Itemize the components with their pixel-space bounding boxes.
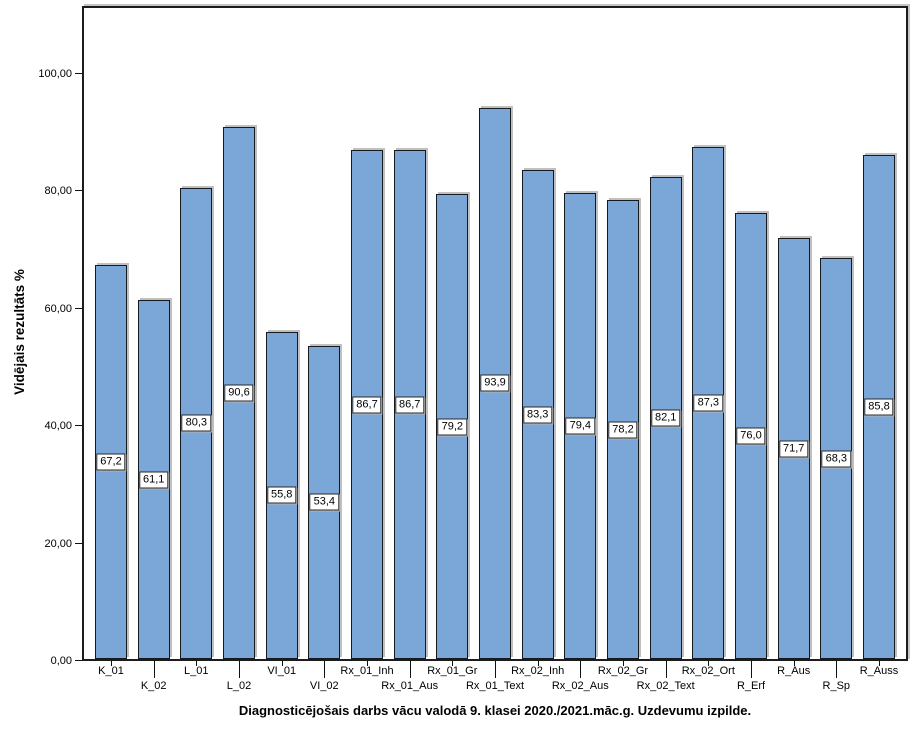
bar-value-label: 78,2	[608, 421, 638, 438]
x-category-label: L_02	[226, 680, 252, 692]
x-category-label: Rx_01_Gr	[427, 665, 478, 677]
y-axis-title: Vidējais rezultāts %	[12, 269, 27, 395]
x-category-label: R_Sp	[822, 680, 851, 692]
x-category-label: Rx_02_Text	[636, 680, 695, 692]
y-tick-label: 100,00	[38, 68, 72, 80]
x-category-label: Rx_01_Text	[465, 680, 525, 692]
x-category-label: Rx_01_Aus	[381, 680, 439, 692]
bar-value-label: 79,2	[437, 418, 468, 435]
bar-value-label: 67,2	[96, 453, 126, 471]
x-tick-mark	[879, 661, 880, 666]
bar-value-label: 80,3	[181, 414, 212, 432]
x-tick-mark	[196, 661, 198, 666]
x-tick-mark	[324, 661, 326, 678]
x-tick-mark	[793, 661, 795, 666]
x-tick-mark	[836, 661, 838, 678]
bar-value-label: 85,8	[864, 398, 894, 416]
x-tick-mark	[239, 661, 240, 678]
y-tick-mark	[75, 73, 82, 74]
y-tick-mark	[75, 190, 82, 192]
bar-value-label: 55,8	[266, 486, 297, 504]
x-tick-mark	[537, 661, 539, 666]
bar-value-label: 87,3	[693, 394, 724, 412]
x-tick-mark	[623, 661, 624, 666]
bar-value-label: 82,1	[650, 409, 681, 427]
y-tick-label: 80,00	[44, 185, 72, 198]
plot-area: 67,2 61,1 80,3 90,6 55,8 53,4 86,7 86,7 79,2 93,9…	[82, 6, 908, 661]
bar-value-label: 53,4	[309, 493, 340, 511]
x-tick-mark	[452, 661, 454, 666]
x-category-label: Rx_02_Gr	[597, 665, 649, 677]
y-tick-mark	[75, 660, 82, 661]
x-tick-mark	[367, 661, 368, 666]
x-category-label: Rx_02_Ort	[681, 665, 735, 677]
y-tick-mark	[75, 307, 82, 309]
x-category-label: Rx_02_Inh	[511, 665, 565, 677]
x-category-label: K_01	[98, 665, 124, 677]
x-category-label: R_Erf	[736, 680, 766, 692]
y-tick-label: 0,00	[50, 655, 72, 667]
x-tick-mark	[751, 661, 752, 678]
bar-value-label: 71,7	[778, 440, 809, 458]
bar-value-label: 79,4	[565, 417, 596, 435]
x-category-label: R_Auss	[859, 665, 899, 677]
x-category-label: K_02	[140, 680, 167, 692]
y-tick-label: 40,00	[44, 420, 72, 433]
x-category-label: Rx_02_Aus	[551, 680, 609, 692]
bar-value-label: 83,3	[522, 406, 553, 423]
x-tick-mark	[665, 661, 667, 678]
bar-value-label: 86,7	[394, 396, 425, 413]
x-category-label: Rx_01_Inh	[340, 665, 394, 677]
x-tick-mark	[409, 661, 411, 678]
x-tick-mark	[111, 661, 112, 666]
x-tick-mark	[580, 661, 582, 678]
bar-value-label: 61,1	[138, 471, 169, 489]
x-category-label: VI_02	[309, 680, 339, 692]
y-tick-label: 20,00	[44, 537, 72, 550]
x-category-label: L_01	[184, 665, 209, 677]
bar-value-label: 76,0	[736, 427, 766, 445]
x-category-label: VI_01	[267, 665, 297, 677]
bar-value-label: 90,6	[224, 384, 254, 402]
y-tick-mark	[75, 542, 82, 544]
x-tick-mark	[153, 661, 155, 678]
x-axis-title: Diagnosticējošais darbs vācu valodā 9. k…	[238, 703, 752, 718]
bar-value-label: 93,9	[480, 374, 510, 392]
y-tick-mark	[75, 425, 82, 427]
x-tick-mark	[708, 661, 710, 666]
x-category-label: R_Aus	[777, 665, 811, 677]
bar-value-label: 86,7	[352, 396, 382, 413]
y-tick-label: 60,00	[44, 302, 72, 315]
x-tick-mark	[281, 661, 283, 666]
bar-value-label: 68,3	[821, 450, 852, 467]
x-tick-mark	[495, 661, 496, 678]
